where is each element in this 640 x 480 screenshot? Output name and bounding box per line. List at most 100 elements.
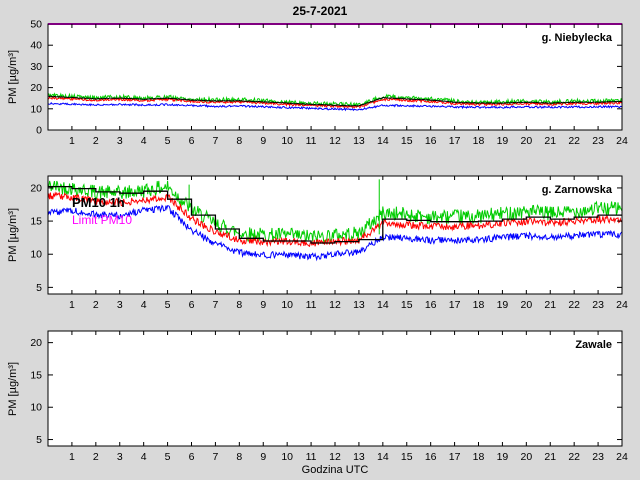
y-tick-label: 15 [30,216,42,228]
x-tick-label: 15 [401,135,413,147]
y-tick-label: 5 [36,434,42,446]
series-PM10-1h [47,95,622,107]
x-tick-label: 19 [497,299,509,311]
x-tick-label: 21 [544,135,556,147]
y-tick-label: 50 [30,19,42,31]
x-tick-label: 24 [616,135,628,147]
x-tick-label: 17 [449,135,461,147]
y-tick-label: 10 [30,249,42,261]
x-tick-label: 3 [117,299,123,311]
x-tick-label: 14 [377,299,389,311]
x-tick-label: 14 [377,451,389,463]
panel-title-zarnowska: g. Zarnowska [541,184,612,196]
plot-area [48,331,622,446]
x-tick-label: 17 [449,299,461,311]
x-tick-label: 19 [497,451,509,463]
x-tick-label: 11 [306,135,317,147]
series-PM10-1h-mean [48,185,622,244]
x-tick-label: 10 [281,299,293,311]
panel-0: 1 2 3 4 5 6 7 8 9 10 11 12 13 14 15 16 17 18 19 20 21 22 23 240… [30,19,628,148]
x-tick-label: 22 [568,135,580,147]
x-tick-label: 12 [329,135,341,147]
x-tick-label: 4 [141,299,147,311]
x-tick-label: 2 [93,299,99,311]
series-PM10 [47,180,623,245]
x-tick-label: 6 [189,451,195,463]
x-tick-label: 23 [592,451,604,463]
x-tick-label: 11 [306,299,317,311]
x-tick-label: 15 [401,451,413,463]
x-tick-label: 24 [616,299,628,311]
x-tick-label: 21 [544,299,556,311]
x-tick-label: 4 [141,135,147,147]
x-tick-label: 2 [93,451,99,463]
y-tick-label: 20 [30,82,42,94]
y-tick-label: 40 [30,40,42,52]
x-tick-label: 1 [69,299,75,311]
x-tick-label: 23 [592,135,604,147]
y-tick-label: 10 [30,402,42,414]
x-tick-label: 22 [568,451,580,463]
x-tick-label: 10 [281,135,293,147]
x-tick-label: 19 [497,135,509,147]
y-tick-label: 10 [30,103,42,115]
x-tick-label: 23 [592,299,604,311]
panel-title-niebylecka: g. Niebylecka [541,32,612,44]
x-tick-label: 14 [377,135,389,147]
x-tick-label: 22 [568,299,580,311]
x-tick-label: 18 [473,451,485,463]
x-tick-label: 13 [353,135,365,147]
x-tick-label: 5 [165,135,171,147]
y-axis-label-top: PM [µg/m³] [7,49,19,105]
x-tick-label: 4 [141,451,147,463]
x-tick-label: 1 [69,135,75,147]
y-tick-label: 20 [30,182,42,194]
x-tick-label: 9 [260,135,266,147]
x-tick-label: 7 [212,299,218,311]
y-tick-label: 15 [30,369,42,381]
y-axis-label-bottom: PM [µg/m³] [7,361,19,416]
x-tick-label: 18 [473,299,485,311]
y-axis-label-middle: PM [µg/m³] [7,207,19,263]
y-tick-label: 20 [30,337,42,349]
x-tick-label: 16 [425,299,437,311]
x-tick-label: 12 [329,451,341,463]
x-tick-label: 16 [425,135,437,147]
legend-limit-pm10: Limit PM10 [72,213,133,227]
x-tick-label: 18 [473,135,485,147]
x-tick-label: 6 [189,299,195,311]
x-tick-label: 9 [260,451,266,463]
series-PM10 [47,92,623,108]
x-tick-label: 5 [165,299,171,311]
y-tick-label: 0 [36,125,42,137]
x-axis-label: Godzina UTC [301,464,369,476]
x-tick-label: 20 [520,299,532,311]
x-tick-label: 12 [329,299,341,311]
x-tick-label: 20 [520,135,532,147]
x-tick-label: 17 [449,451,461,463]
panel-2: 1 2 3 4 5 6 7 8 9 10 11 12 13 14 15 16 17 18 19 20 21 22 23 245… [30,330,628,463]
x-tick-label: 2 [93,135,99,147]
x-tick-label: 16 [425,451,437,463]
y-tick-label: 5 [36,282,42,294]
plot-area [48,24,622,130]
x-tick-label: 6 [189,135,195,147]
y-tick-label: 30 [30,61,42,73]
x-tick-label: 21 [544,451,556,463]
x-tick-label: 3 [117,451,123,463]
x-tick-label: 13 [353,299,365,311]
x-tick-label: 10 [281,451,293,463]
panel-1: 1 2 3 4 5 6 7 8 9 10 11 12 13 14 15 16 17 18 19 20 21 22 23 245… [30,175,628,311]
x-tick-label: 8 [236,135,242,147]
x-tick-label: 9 [260,299,266,311]
panel-title-zawale: Zawale [575,339,612,351]
chart-title: 25-7-2021 [292,4,348,18]
x-tick-label: 11 [306,451,317,463]
x-tick-label: 3 [117,135,123,147]
x-tick-label: 24 [616,451,628,463]
x-tick-label: 8 [236,299,242,311]
series-PM1 [47,204,623,262]
